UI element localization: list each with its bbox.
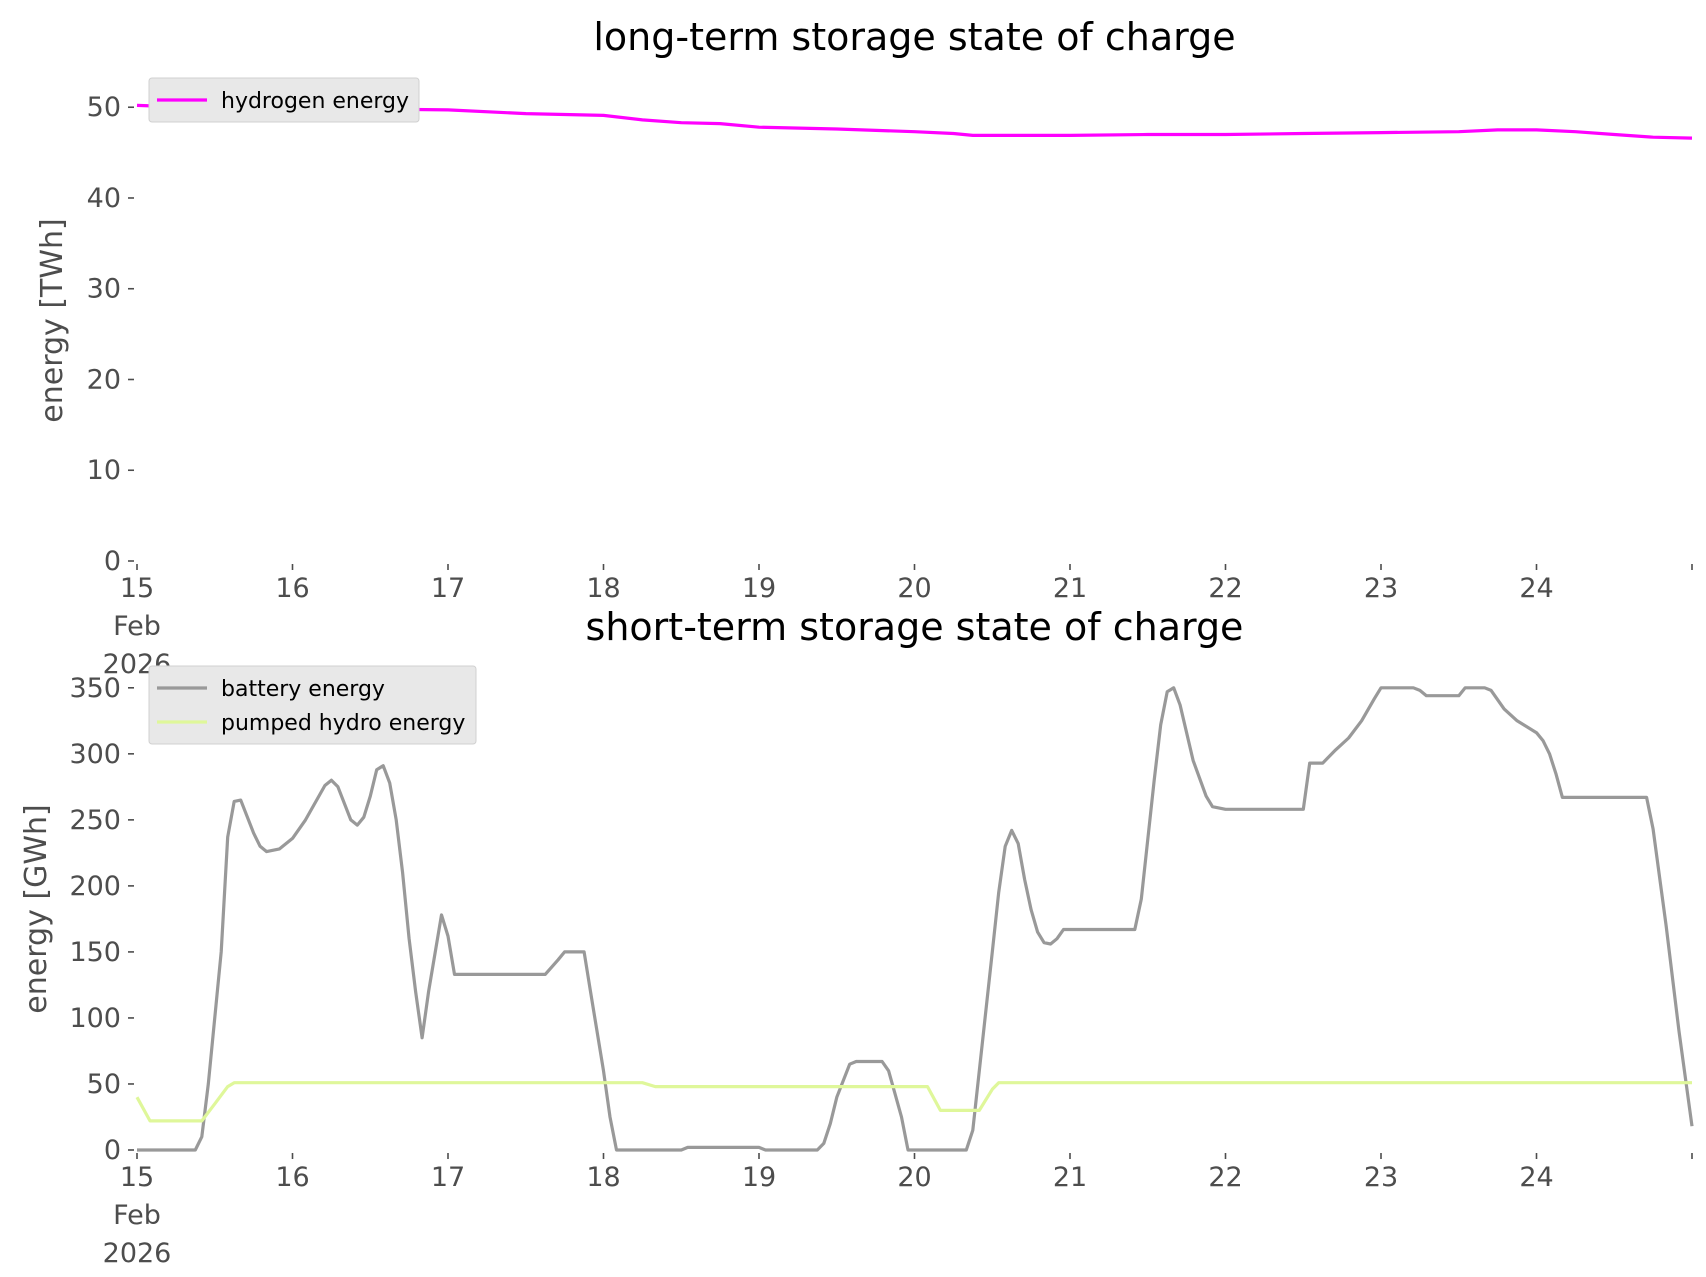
chart-title: short-term storage state of charge	[586, 605, 1244, 649]
y-axis-label: energy [GWh]	[19, 804, 54, 1013]
series-line-pumped-hydro-energy	[135, 1081, 1692, 1123]
x-tick-label: 15	[120, 573, 154, 604]
x-tick-label: 17	[431, 1162, 465, 1193]
x-tick-label: 15	[120, 1162, 154, 1193]
chart-panel-2: short-term storage state of charge energy…	[19, 605, 1694, 1269]
y-axis-label: energy [TWh]	[35, 218, 70, 422]
x-tick-label: 18	[586, 573, 620, 604]
x-tick-label: 20	[897, 1162, 931, 1193]
x-tick-label: 22	[1208, 1162, 1242, 1193]
series-line-battery-energy	[137, 686, 1694, 1152]
y-tick-label: 0	[104, 1135, 121, 1166]
legend-label: hydrogen energy	[221, 89, 409, 114]
x-tick-label: 24	[1519, 573, 1553, 604]
y-tick-label: 150	[69, 937, 121, 968]
y-tick-label: 100	[69, 1003, 121, 1034]
x-tick-label: 18	[586, 1162, 620, 1193]
x-tick-label: 16	[275, 573, 309, 604]
x-tick-label: 16	[275, 1162, 309, 1193]
x-tick-label: 23	[1364, 1162, 1398, 1193]
legend: battery energy pumped hydro energy	[148, 665, 477, 745]
y-tick-label: 50	[87, 92, 121, 123]
y-tick-label: 40	[87, 183, 121, 214]
y-tick-label: 300	[69, 739, 121, 770]
x-tick-label: Feb	[113, 611, 161, 642]
legend: hydrogen energy	[148, 77, 420, 123]
x-tick-label: 19	[742, 1162, 776, 1193]
chart-title: long-term storage state of charge	[593, 15, 1235, 59]
y-tick-label: 200	[69, 871, 121, 902]
x-tick-label: 17	[431, 573, 465, 604]
x-tick-label: 20	[897, 573, 931, 604]
x-tick-label: 19	[742, 573, 776, 604]
y-tick-label: 0	[104, 546, 121, 577]
legend-label: battery energy	[221, 677, 385, 702]
legend-label: pumped hydro energy	[221, 711, 465, 736]
y-tick-label: 250	[69, 805, 121, 836]
chart-panel-1: long-term storage state of charge energy …	[35, 15, 1693, 680]
y-tick-label: 10	[87, 455, 121, 486]
y-tick-label: 30	[87, 274, 121, 305]
x-tick-label: Feb	[113, 1200, 161, 1231]
y-tick-label: 50	[87, 1069, 121, 1100]
x-tick-label: 21	[1053, 573, 1087, 604]
x-tick-label: 2026	[103, 1238, 172, 1269]
legend-box	[148, 665, 477, 745]
legend-box	[148, 77, 420, 123]
x-tick-label: 24	[1519, 1162, 1553, 1193]
y-tick-label: 20	[87, 364, 121, 395]
series-line-hydrogen-energy	[136, 103, 1693, 140]
y-tick-label: 350	[69, 673, 121, 704]
x-tick-label: 22	[1208, 573, 1242, 604]
x-tick-label: 23	[1364, 573, 1398, 604]
x-tick-label: 21	[1053, 1162, 1087, 1193]
